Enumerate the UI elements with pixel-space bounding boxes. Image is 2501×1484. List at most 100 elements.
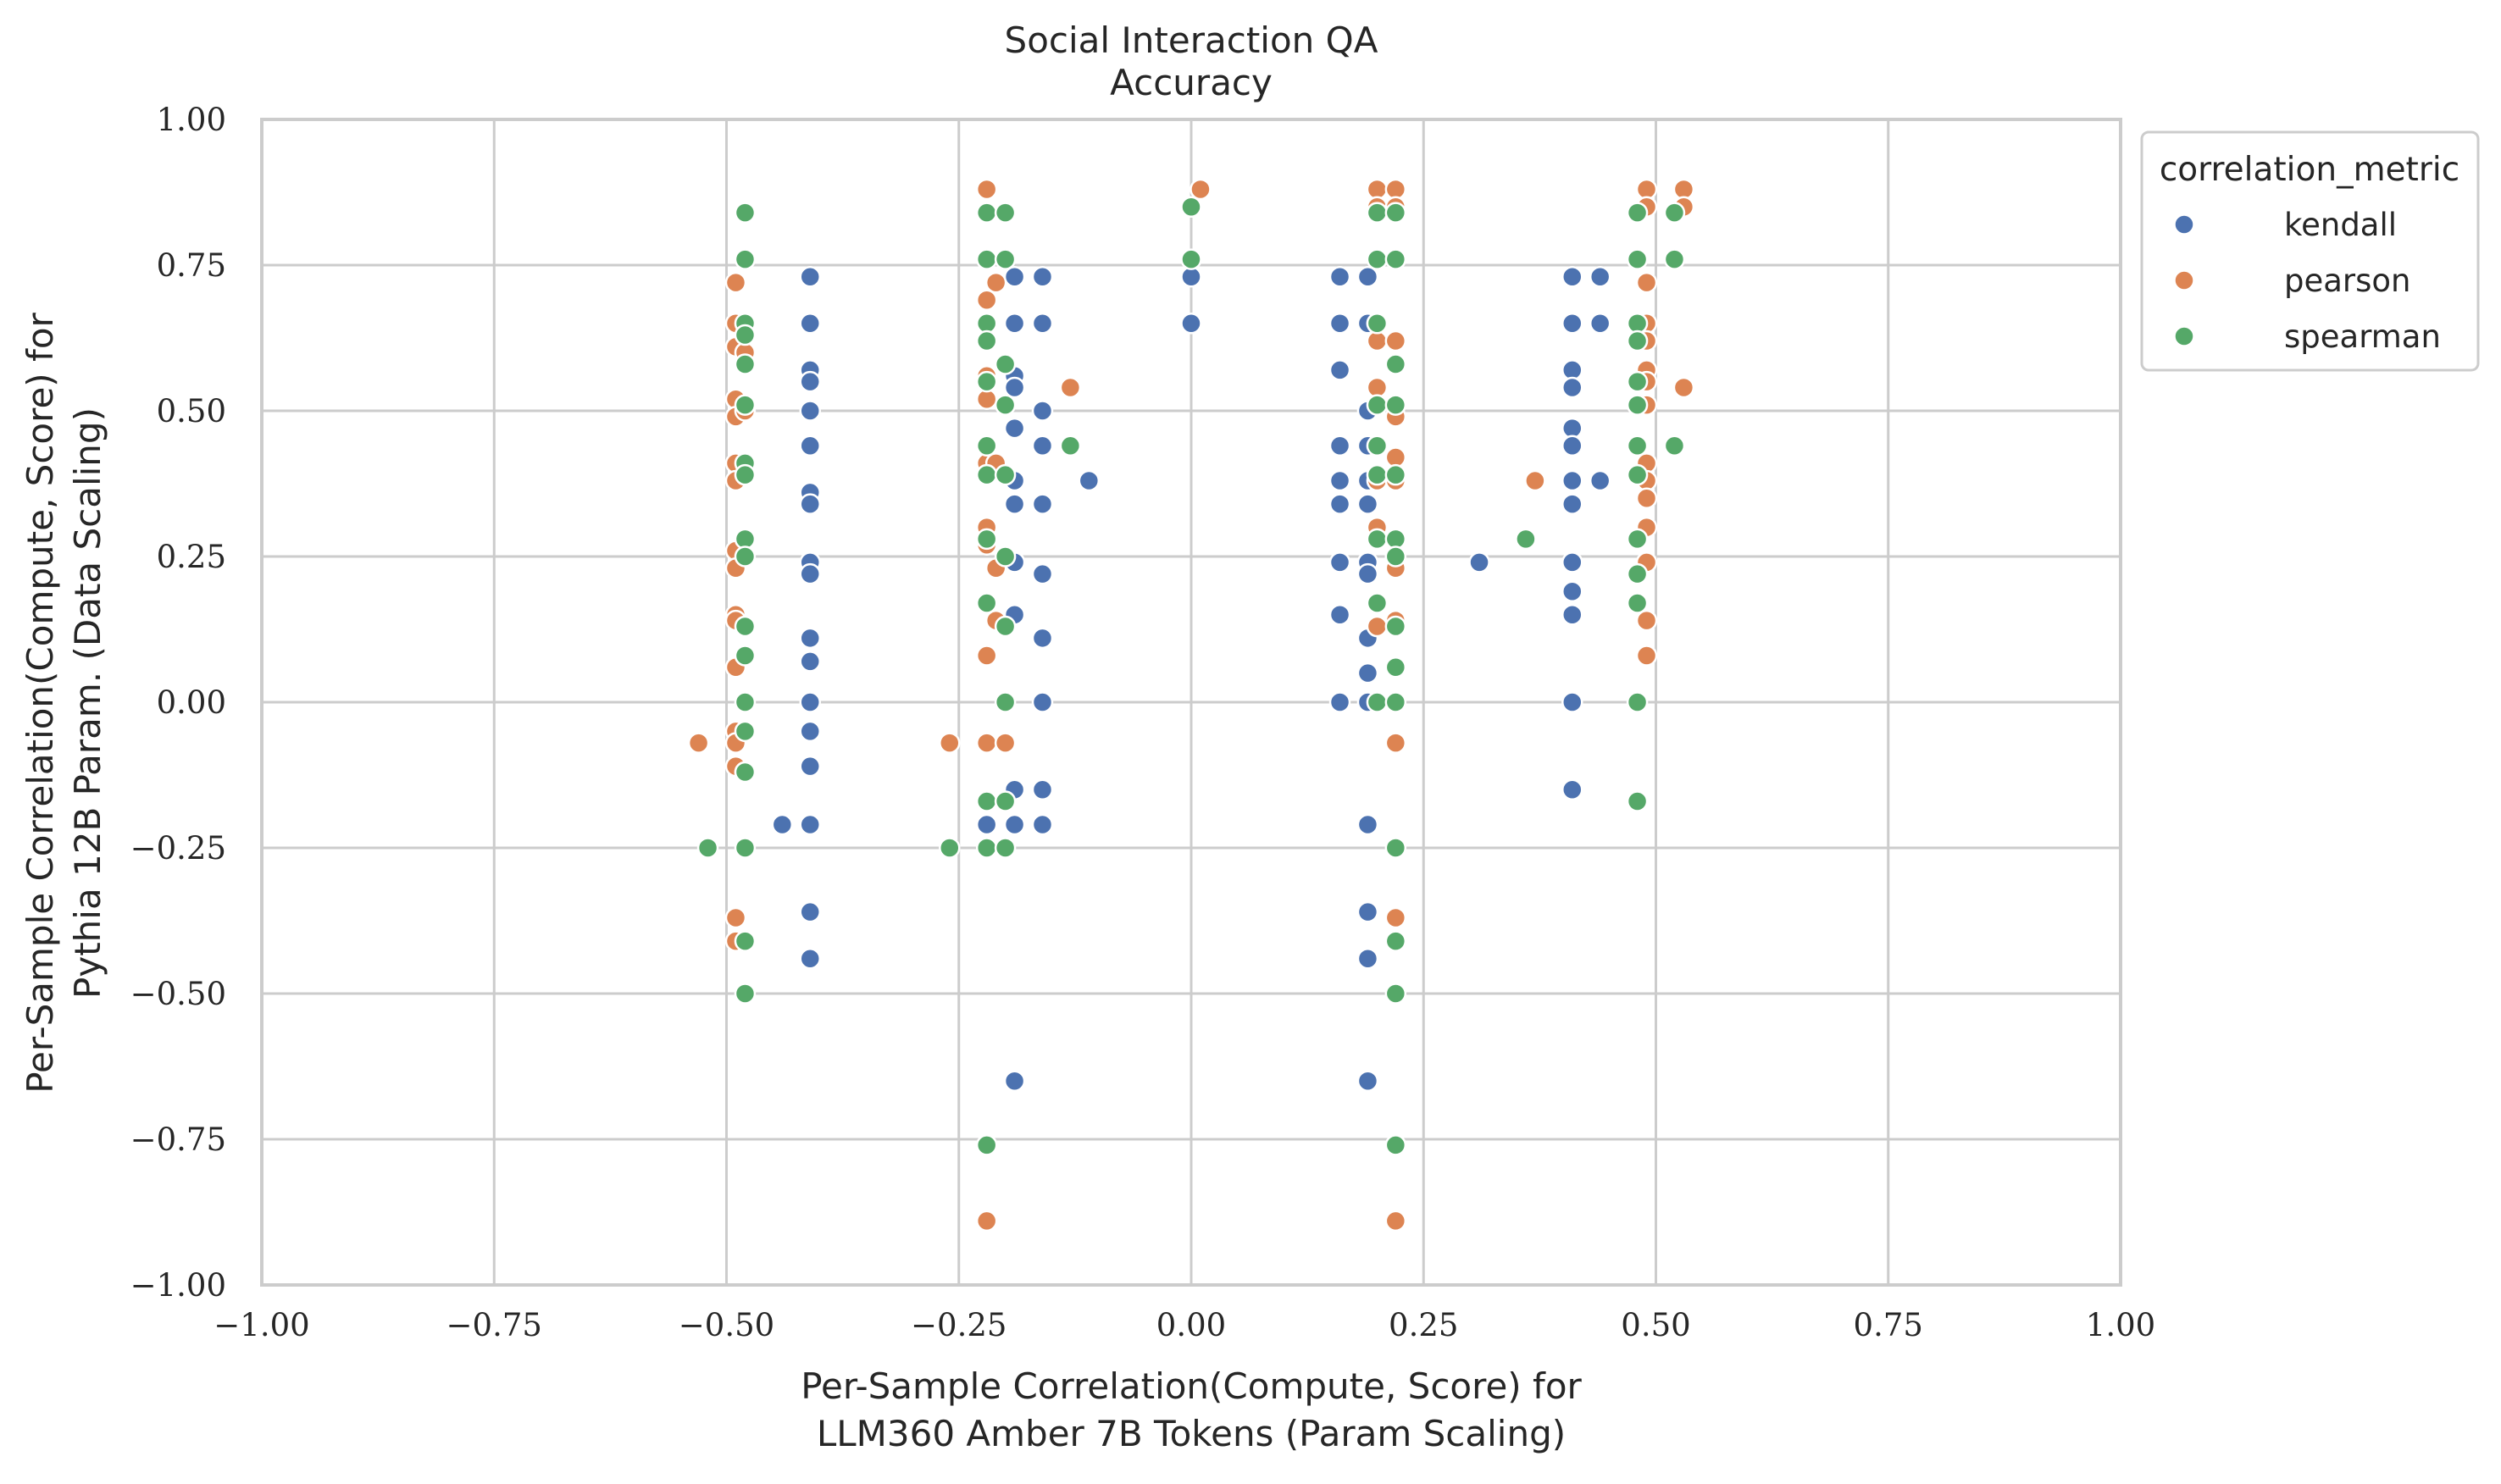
pearson-point — [1366, 615, 1389, 638]
kendall-point — [1003, 813, 1026, 836]
kendall-point — [1031, 778, 1054, 800]
kendall-point — [1589, 266, 1611, 288]
kendall-point — [799, 435, 821, 457]
spearman-point — [1626, 463, 1649, 486]
spearman-point — [1663, 248, 1686, 270]
spearman-point — [1626, 562, 1649, 585]
pearson-point — [1635, 271, 1658, 294]
spearman-point — [1384, 353, 1407, 375]
spearman-point — [994, 394, 1017, 416]
pearson-point — [1059, 376, 1082, 399]
spearman-point — [1626, 329, 1649, 352]
x-tick-label: −0.25 — [911, 1307, 1006, 1343]
spearman-point — [1384, 545, 1407, 568]
kendall-point — [1078, 469, 1101, 492]
spearman-point — [734, 615, 757, 638]
spearman-point — [975, 202, 998, 224]
kendall-point — [799, 813, 821, 836]
kendall-point — [1180, 313, 1202, 335]
kendall-point — [1328, 359, 1351, 381]
legend-item-pearson: pearson — [2173, 263, 2411, 299]
kendall-point — [1561, 313, 1583, 335]
kendall-point — [799, 370, 821, 393]
kendall-point — [799, 493, 821, 515]
pearson-point — [994, 732, 1017, 754]
legend-item-spearman: spearman — [2173, 318, 2441, 355]
spearman-point — [734, 645, 757, 667]
pearson-point — [724, 906, 747, 929]
series-spearman — [696, 196, 1686, 1156]
spearman-point — [1180, 248, 1202, 270]
spearman-point — [1366, 463, 1389, 486]
spearman-point — [1663, 202, 1686, 224]
y-tick-label: −0.75 — [130, 1121, 226, 1158]
y-tick-labels: −1.00 −0.75 −0.50 −0.25 0.00 0.25 0.50 0.75 1.00 — [130, 102, 226, 1304]
kendall-point — [1561, 551, 1583, 573]
spearman-point — [734, 324, 757, 346]
spearman-point — [1384, 248, 1407, 270]
pearson-point — [984, 271, 1007, 294]
y-tick-label: −1.00 — [130, 1267, 226, 1304]
kendall-point — [1561, 493, 1583, 515]
kendall-point — [1003, 313, 1026, 335]
kendall-point — [1356, 947, 1379, 970]
x-tick-labels: −1.00 −0.75 −0.50 −0.25 0.00 0.25 0.50 0.75 1.00 — [214, 1307, 2155, 1343]
x-axis-label-line-1: Per-Sample Correlation(Compute, Score) f… — [801, 1365, 1582, 1407]
spearman-point — [994, 545, 1017, 568]
y-tick-label: −0.50 — [130, 976, 226, 1012]
kendall-point — [1031, 691, 1054, 713]
spearman-point — [1626, 370, 1649, 393]
kendall-point — [799, 755, 821, 778]
kendall-point — [1328, 469, 1351, 492]
legend-items: kendall pearson spearman — [2173, 207, 2441, 355]
spearman-point — [734, 353, 757, 375]
pearson-point — [975, 645, 998, 667]
spearman-point — [994, 202, 1017, 224]
kendall-point — [1561, 604, 1583, 626]
spearman-point — [1626, 592, 1649, 614]
kendall-point — [1031, 493, 1054, 515]
kendall-point — [1561, 469, 1583, 492]
kendall-point — [771, 813, 794, 836]
spearman-point — [994, 691, 1017, 713]
spearman-point — [1366, 248, 1389, 270]
data-points — [687, 178, 1695, 1232]
spearman-point — [1626, 528, 1649, 551]
pearson-point — [1635, 487, 1658, 509]
kendall-point — [1356, 493, 1379, 515]
kendall-point — [799, 900, 821, 923]
kendall-point — [1003, 266, 1026, 288]
legend: correlation_metric kendall pearson spearma… — [2140, 130, 2480, 372]
kendall-point — [1356, 662, 1379, 684]
kendall-point — [1031, 627, 1054, 650]
spearman-point — [1515, 528, 1537, 551]
spearman-point — [734, 720, 757, 743]
spearman-point — [975, 528, 998, 551]
pearson-point — [975, 289, 998, 312]
kendall-point — [1031, 266, 1054, 288]
spearman-point — [734, 248, 757, 270]
kendall-point — [1328, 313, 1351, 335]
chart-title: Social Interaction QA Accuracy — [1005, 19, 1378, 103]
spearman-point — [1366, 394, 1389, 416]
pearson-point — [1384, 329, 1407, 352]
y-tick-label: 0.25 — [157, 539, 226, 575]
pearson-point — [1672, 376, 1695, 399]
pearson-point — [1635, 645, 1658, 667]
spearman-point — [975, 592, 998, 614]
legend-marker-kendall — [2173, 213, 2195, 235]
legend-title: correlation_metric — [2160, 151, 2459, 189]
kendall-point — [799, 691, 821, 713]
y-axis-label-line-2: Pythia 12B Param. (Data Scaling) — [67, 407, 108, 999]
pearson-point — [1524, 469, 1546, 492]
legend-label-pearson: pearson — [2284, 263, 2411, 299]
spearman-point — [734, 202, 757, 224]
kendall-point — [1328, 604, 1351, 626]
kendall-point — [1003, 417, 1026, 440]
kendall-point — [1003, 376, 1026, 399]
kendall-point — [799, 651, 821, 673]
x-tick-label: −1.00 — [214, 1307, 309, 1343]
kendall-point — [1356, 900, 1379, 923]
